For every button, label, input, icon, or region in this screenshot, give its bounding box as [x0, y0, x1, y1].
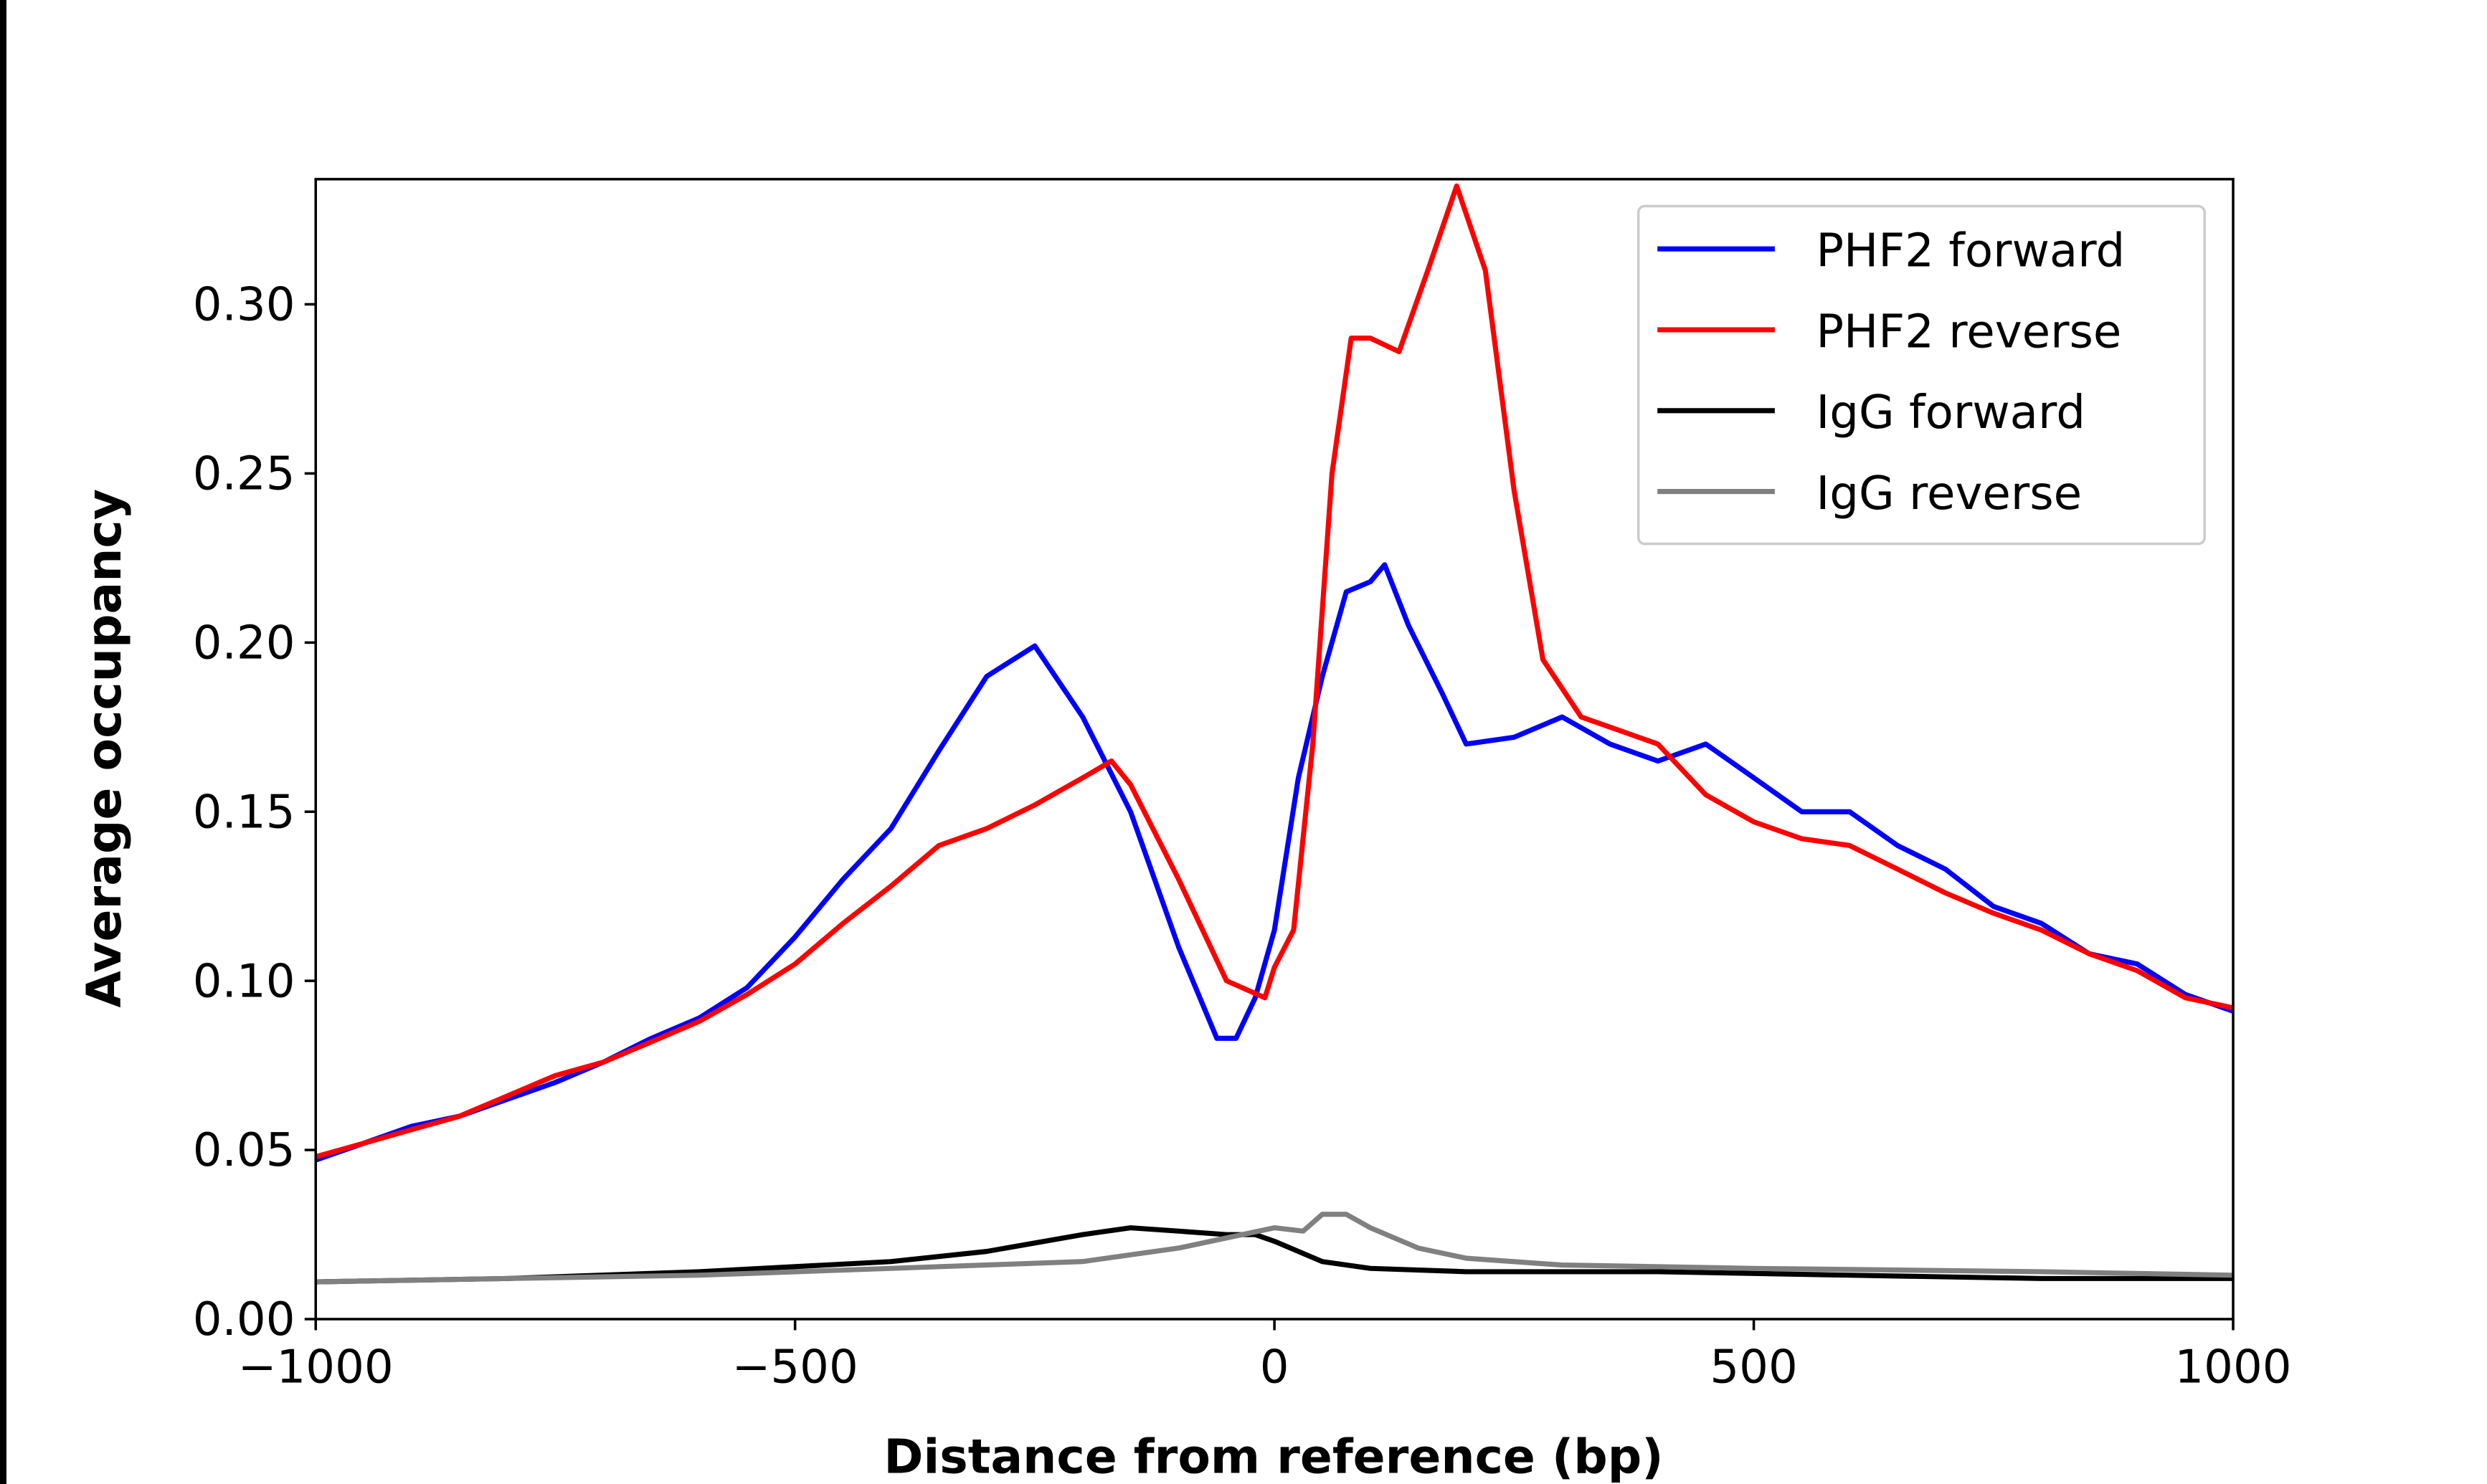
legend-box — [1636, 204, 2206, 546]
x-axis-label: Distance from reference (bp) — [884, 1429, 1663, 1484]
series-line-igg-forward — [316, 1225, 2234, 1285]
y-axis-label: Average occupancy — [76, 489, 132, 1008]
plot-area — [316, 183, 2234, 1285]
y-tick-label: 0.20 — [193, 616, 295, 670]
x-tick-label: 1000 — [2174, 1340, 2291, 1394]
x-tick-label: 500 — [1710, 1340, 1797, 1394]
legend-label: IgG reverse — [1816, 467, 2082, 520]
legend-label: PHF2 reverse — [1816, 305, 2121, 358]
x-tick-label: −1000 — [238, 1340, 394, 1394]
series-line-phf2-forward — [316, 562, 2234, 1163]
y-axis: 0.00 0.05 0.10 0.15 0.20 0.25 0.30 — [193, 278, 316, 1346]
y-tick-label: 0.00 — [193, 1293, 295, 1346]
y-tick-label: 0.30 — [193, 278, 295, 332]
legend-label: PHF2 forward — [1816, 224, 2125, 278]
legend-label: IgG forward — [1816, 386, 2085, 439]
legend: PHF2 forward PHF2 reverse IgG forward IgG r… — [1636, 204, 2206, 546]
x-tick-label: 0 — [1260, 1340, 1289, 1394]
y-tick-label: 0.15 — [193, 785, 295, 839]
series-line-phf2-reverse — [316, 183, 2234, 1159]
x-axis: −1000 −500 0 500 1000 — [238, 1319, 2292, 1394]
x-tick-label: −500 — [732, 1340, 858, 1394]
y-tick-label: 0.10 — [193, 954, 295, 1008]
y-tick-label: 0.05 — [193, 1123, 295, 1177]
image-border — [0, 0, 6, 1484]
y-tick-label: 0.25 — [193, 447, 295, 501]
series-line-igg-reverse — [316, 1212, 2234, 1285]
